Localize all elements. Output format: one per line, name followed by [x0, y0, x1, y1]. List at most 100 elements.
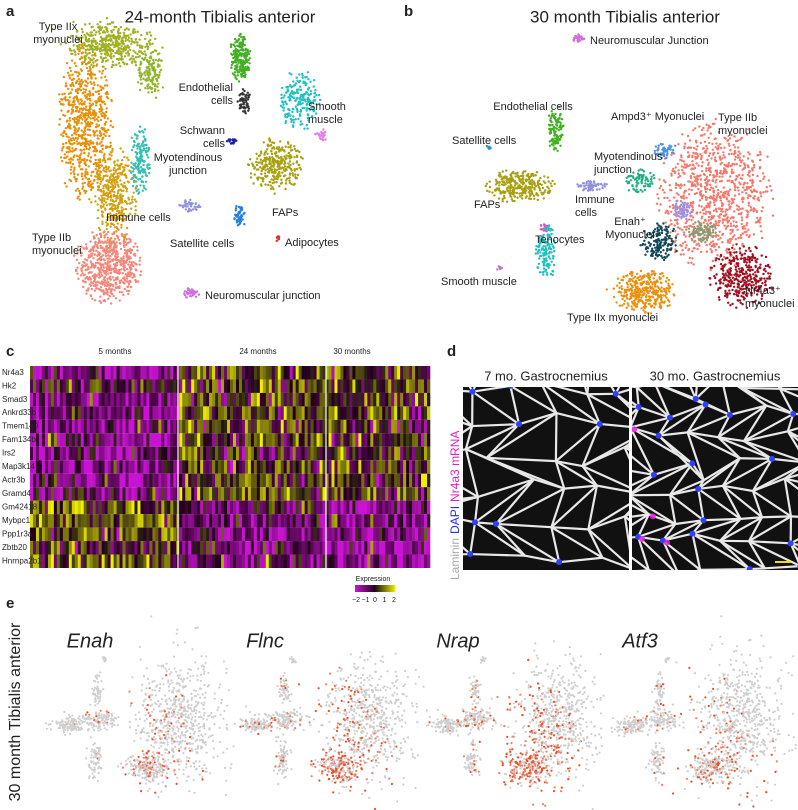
cell-dot [67, 72, 69, 74]
cell-dot [141, 176, 143, 178]
cell-dot [101, 72, 103, 74]
cell-dot [157, 89, 159, 91]
cell-dot [99, 85, 101, 87]
cell-dot [265, 164, 267, 166]
cluster-label: FAPs [272, 207, 299, 219]
cell-dot [717, 235, 719, 237]
cell-dot [125, 208, 127, 210]
cell-dot [717, 189, 719, 191]
cell-dot [748, 202, 750, 204]
cell-dot [153, 69, 155, 71]
cell-dot [674, 172, 676, 174]
cell-dot [62, 135, 64, 137]
cell-dot [94, 131, 96, 133]
cell-dot [199, 206, 201, 208]
cell-dot [84, 97, 86, 99]
cell-dot [710, 157, 712, 159]
cell-dot [282, 96, 284, 98]
cell-dot [85, 246, 87, 248]
cell-dot [135, 156, 137, 158]
cell-dot [161, 46, 163, 48]
cell-dot [76, 124, 78, 126]
cell-dot [72, 106, 74, 108]
cell-dot [101, 127, 103, 129]
cell-dot [258, 155, 260, 157]
cell-dot [257, 177, 259, 179]
cell-dot [136, 190, 138, 192]
cell-dot [110, 279, 112, 281]
cell-dot [714, 156, 716, 158]
cell-dot [92, 41, 94, 43]
cell-dot [136, 44, 138, 46]
cell-dot [134, 133, 136, 135]
cell-dot [124, 201, 126, 203]
cell-dot [551, 139, 553, 141]
cell-dot [129, 266, 131, 268]
cell-dot [280, 179, 282, 181]
cell-dot [748, 170, 750, 172]
cell-dot [729, 206, 731, 208]
cell-dot [108, 203, 110, 205]
cell-dot [89, 92, 91, 94]
cell-dot [530, 198, 532, 200]
cell-dot [102, 187, 104, 189]
cell-dot [67, 151, 69, 153]
cell-dot [701, 217, 703, 219]
cell-dot [493, 194, 495, 196]
cell-dot [543, 252, 545, 254]
cell-dot [139, 260, 141, 262]
cell-dot [541, 271, 543, 273]
cell-dot [750, 206, 752, 208]
cell-dot [138, 163, 140, 165]
cell-dot [272, 146, 274, 148]
cell-dot [105, 57, 107, 59]
cell-dot [716, 211, 718, 213]
cell-dot [731, 168, 733, 170]
cell-dot [75, 110, 77, 112]
cell-dot [748, 236, 750, 238]
cell-dot [154, 72, 156, 74]
cell-dot [125, 262, 127, 264]
cell-dot [685, 166, 687, 168]
cell-dot [131, 137, 133, 139]
cell-dot [135, 64, 137, 66]
cell-dot [732, 244, 734, 246]
cell-dot [95, 126, 97, 128]
cell-dot [580, 185, 582, 187]
cell-dot [288, 180, 290, 182]
cell-dot [700, 205, 702, 207]
cell-dot [724, 168, 726, 170]
cell-dot [770, 189, 772, 191]
cell-dot [65, 127, 67, 129]
cell-dot [126, 252, 128, 254]
cell-dot [693, 247, 695, 249]
cell-dot [123, 182, 125, 184]
cell-dot [292, 174, 294, 176]
cell-dot [112, 179, 114, 181]
cell-dot [137, 280, 139, 282]
cell-dot [85, 292, 87, 294]
cell-dot [121, 201, 123, 203]
cell-dot [709, 174, 711, 176]
cell-dot [710, 186, 712, 188]
cell-dot [84, 119, 86, 121]
cell-dot [498, 184, 500, 186]
cell-dot [274, 168, 276, 170]
cell-dot [716, 170, 718, 172]
cell-dot [720, 170, 722, 172]
cell-dot [103, 248, 105, 250]
cell-dot [73, 126, 75, 128]
cell-dot [494, 190, 496, 192]
cell-dot [598, 188, 600, 190]
cell-dot [91, 59, 93, 61]
cell-dot [310, 90, 312, 92]
cell-dot [670, 145, 672, 147]
cell-dot [76, 140, 78, 142]
cell-dot [747, 211, 749, 213]
cell-dot [88, 185, 90, 187]
cell-dot [705, 205, 707, 207]
cell-dot [120, 26, 122, 28]
cell-dot [496, 181, 498, 183]
cell-dot [241, 49, 243, 51]
cell-dot [741, 243, 743, 245]
